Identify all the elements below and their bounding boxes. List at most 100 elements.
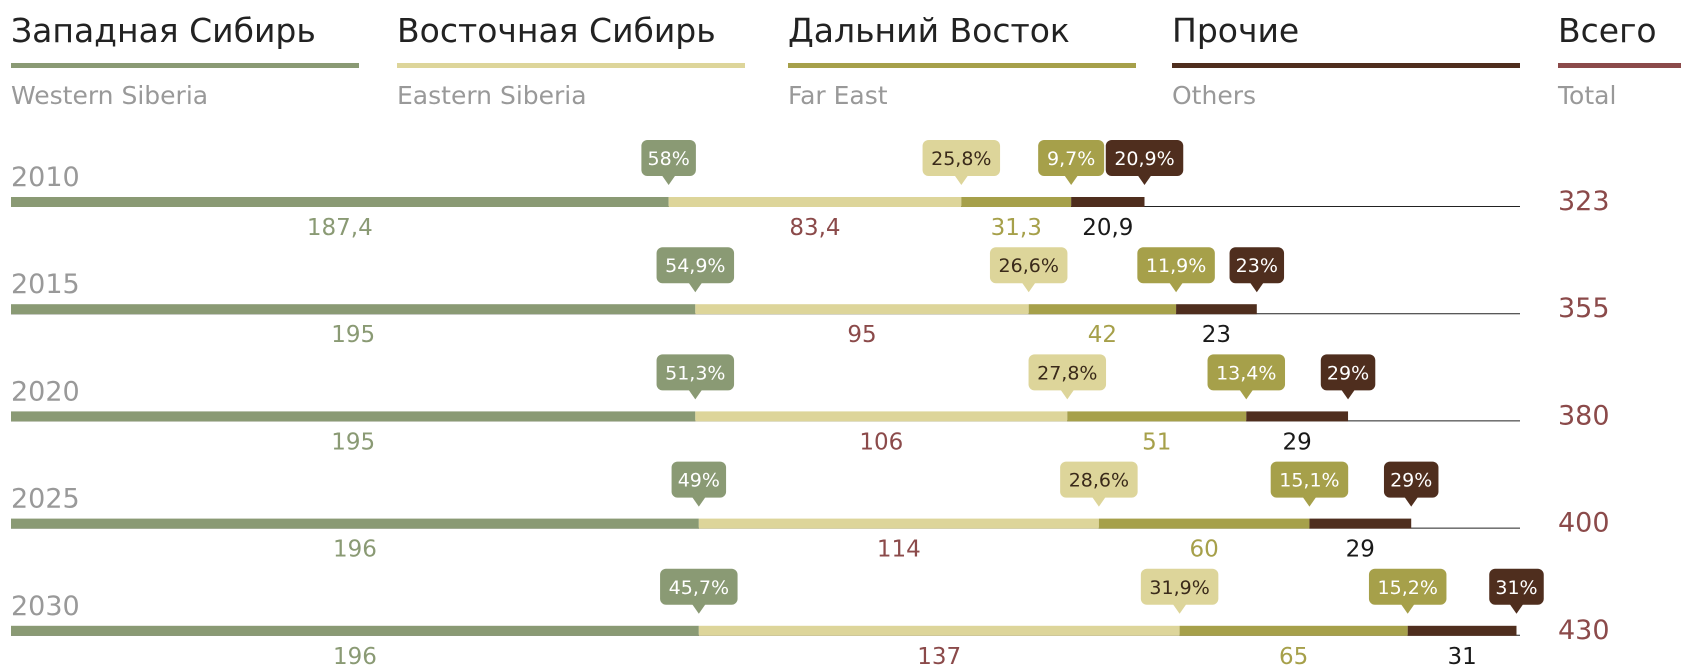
header-underline — [1172, 63, 1520, 68]
value-label: 29 — [1346, 537, 1375, 563]
year-label: 2030 — [11, 591, 80, 622]
total-label: 355 — [1558, 293, 1610, 324]
value-label: 196 — [333, 644, 377, 667]
bar-segment — [695, 411, 1068, 422]
share-bubble — [1368, 568, 1447, 605]
share-bubble — [660, 568, 738, 605]
share-label: 11,9% — [1146, 255, 1206, 277]
share-bubble — [1105, 140, 1184, 176]
share-bubble — [1229, 247, 1285, 284]
year-label: 2015 — [11, 269, 80, 300]
share-label: 49% — [678, 470, 720, 492]
year-label: 2025 — [11, 484, 80, 515]
value-label: 106 — [859, 429, 903, 455]
share-pointer — [1172, 603, 1187, 614]
bar-segment — [1067, 411, 1247, 422]
value-label: 51 — [1142, 429, 1171, 455]
bar-segment — [1179, 625, 1408, 636]
share-pointer — [691, 496, 706, 507]
share-pointer — [954, 175, 969, 185]
share-label: 58% — [648, 148, 690, 170]
share-label: 29% — [1327, 362, 1369, 384]
total-label: 400 — [1558, 508, 1610, 539]
share-bubble — [656, 247, 735, 284]
share-bubble — [1489, 568, 1544, 605]
share-bubble — [1270, 461, 1349, 498]
value-label: 31,3 — [991, 215, 1042, 241]
share-pointer — [661, 175, 676, 185]
header-title: Всего — [1558, 11, 1657, 50]
share-label: 51,3% — [665, 362, 725, 384]
header-title: Восточная Сибирь — [397, 11, 716, 50]
bar-segment — [698, 518, 1099, 529]
share-pointer — [1060, 389, 1075, 400]
bar-segment — [1028, 304, 1177, 315]
value-label: 23 — [1202, 322, 1231, 348]
header-underline — [788, 63, 1136, 68]
header-subtitle: Western Siberia — [11, 81, 208, 110]
share-bubble — [656, 354, 735, 391]
share-label: 20,9% — [1114, 148, 1174, 170]
share-label: 29% — [1390, 470, 1432, 492]
share-pointer — [1137, 175, 1152, 185]
share-pointer — [1341, 389, 1356, 400]
bar-segment — [1176, 304, 1257, 315]
bar-segment — [11, 518, 699, 529]
share-bubble — [1060, 461, 1138, 498]
bar-segment — [1407, 625, 1517, 636]
share-pointer — [1064, 175, 1079, 185]
share-label: 9,7% — [1047, 148, 1095, 170]
value-label: 95 — [847, 322, 876, 348]
bar-segment — [668, 197, 962, 207]
share-label: 26,6% — [999, 255, 1059, 277]
value-label: 60 — [1190, 537, 1219, 563]
share-bubble — [1038, 140, 1105, 176]
header-title: Дальний Восток — [788, 11, 1070, 50]
share-pointer — [691, 603, 706, 614]
value-label: 83,4 — [789, 215, 840, 241]
bar-segment — [1071, 197, 1145, 207]
bar-segment — [1309, 518, 1412, 529]
share-bubble — [1320, 354, 1376, 391]
value-label: 31 — [1447, 644, 1476, 667]
share-bubble — [989, 247, 1068, 284]
share-bubble — [671, 461, 727, 498]
bar-segment — [961, 197, 1072, 207]
header-underline — [1558, 63, 1681, 68]
bar-segment — [11, 304, 696, 315]
header-subtitle: Far East — [788, 81, 888, 110]
share-label: 28,6% — [1069, 470, 1129, 492]
share-bubble — [1140, 568, 1219, 605]
share-pointer — [1509, 603, 1524, 614]
value-label: 65 — [1279, 644, 1308, 667]
value-label: 42 — [1088, 322, 1117, 348]
value-label: 195 — [331, 429, 375, 455]
bar-segment — [698, 625, 1180, 636]
value-label: 114 — [877, 537, 921, 563]
year-label: 2020 — [11, 376, 80, 407]
header-underline — [397, 63, 745, 68]
share-label: 45,7% — [669, 577, 729, 599]
bar-segment — [11, 197, 669, 207]
share-label: 15,1% — [1279, 470, 1339, 492]
share-bubble — [641, 140, 696, 176]
share-label: 54,9% — [665, 255, 725, 277]
year-label: 2010 — [11, 162, 80, 193]
total-label: 430 — [1558, 615, 1610, 646]
share-pointer — [1169, 282, 1184, 293]
share-bubble — [1207, 354, 1286, 391]
share-pointer — [1302, 496, 1317, 507]
header-subtitle: Others — [1172, 81, 1256, 110]
share-pointer — [1404, 496, 1419, 507]
share-bubble — [1028, 354, 1107, 391]
bar-segment — [11, 625, 699, 636]
share-pointer — [688, 389, 703, 400]
bar-segment — [695, 304, 1029, 315]
bar-segment — [1098, 518, 1310, 529]
share-pointer — [1091, 496, 1106, 507]
share-pointer — [1400, 603, 1415, 614]
value-label: 195 — [331, 322, 375, 348]
value-label: 137 — [917, 644, 961, 667]
share-label: 31% — [1495, 577, 1537, 599]
